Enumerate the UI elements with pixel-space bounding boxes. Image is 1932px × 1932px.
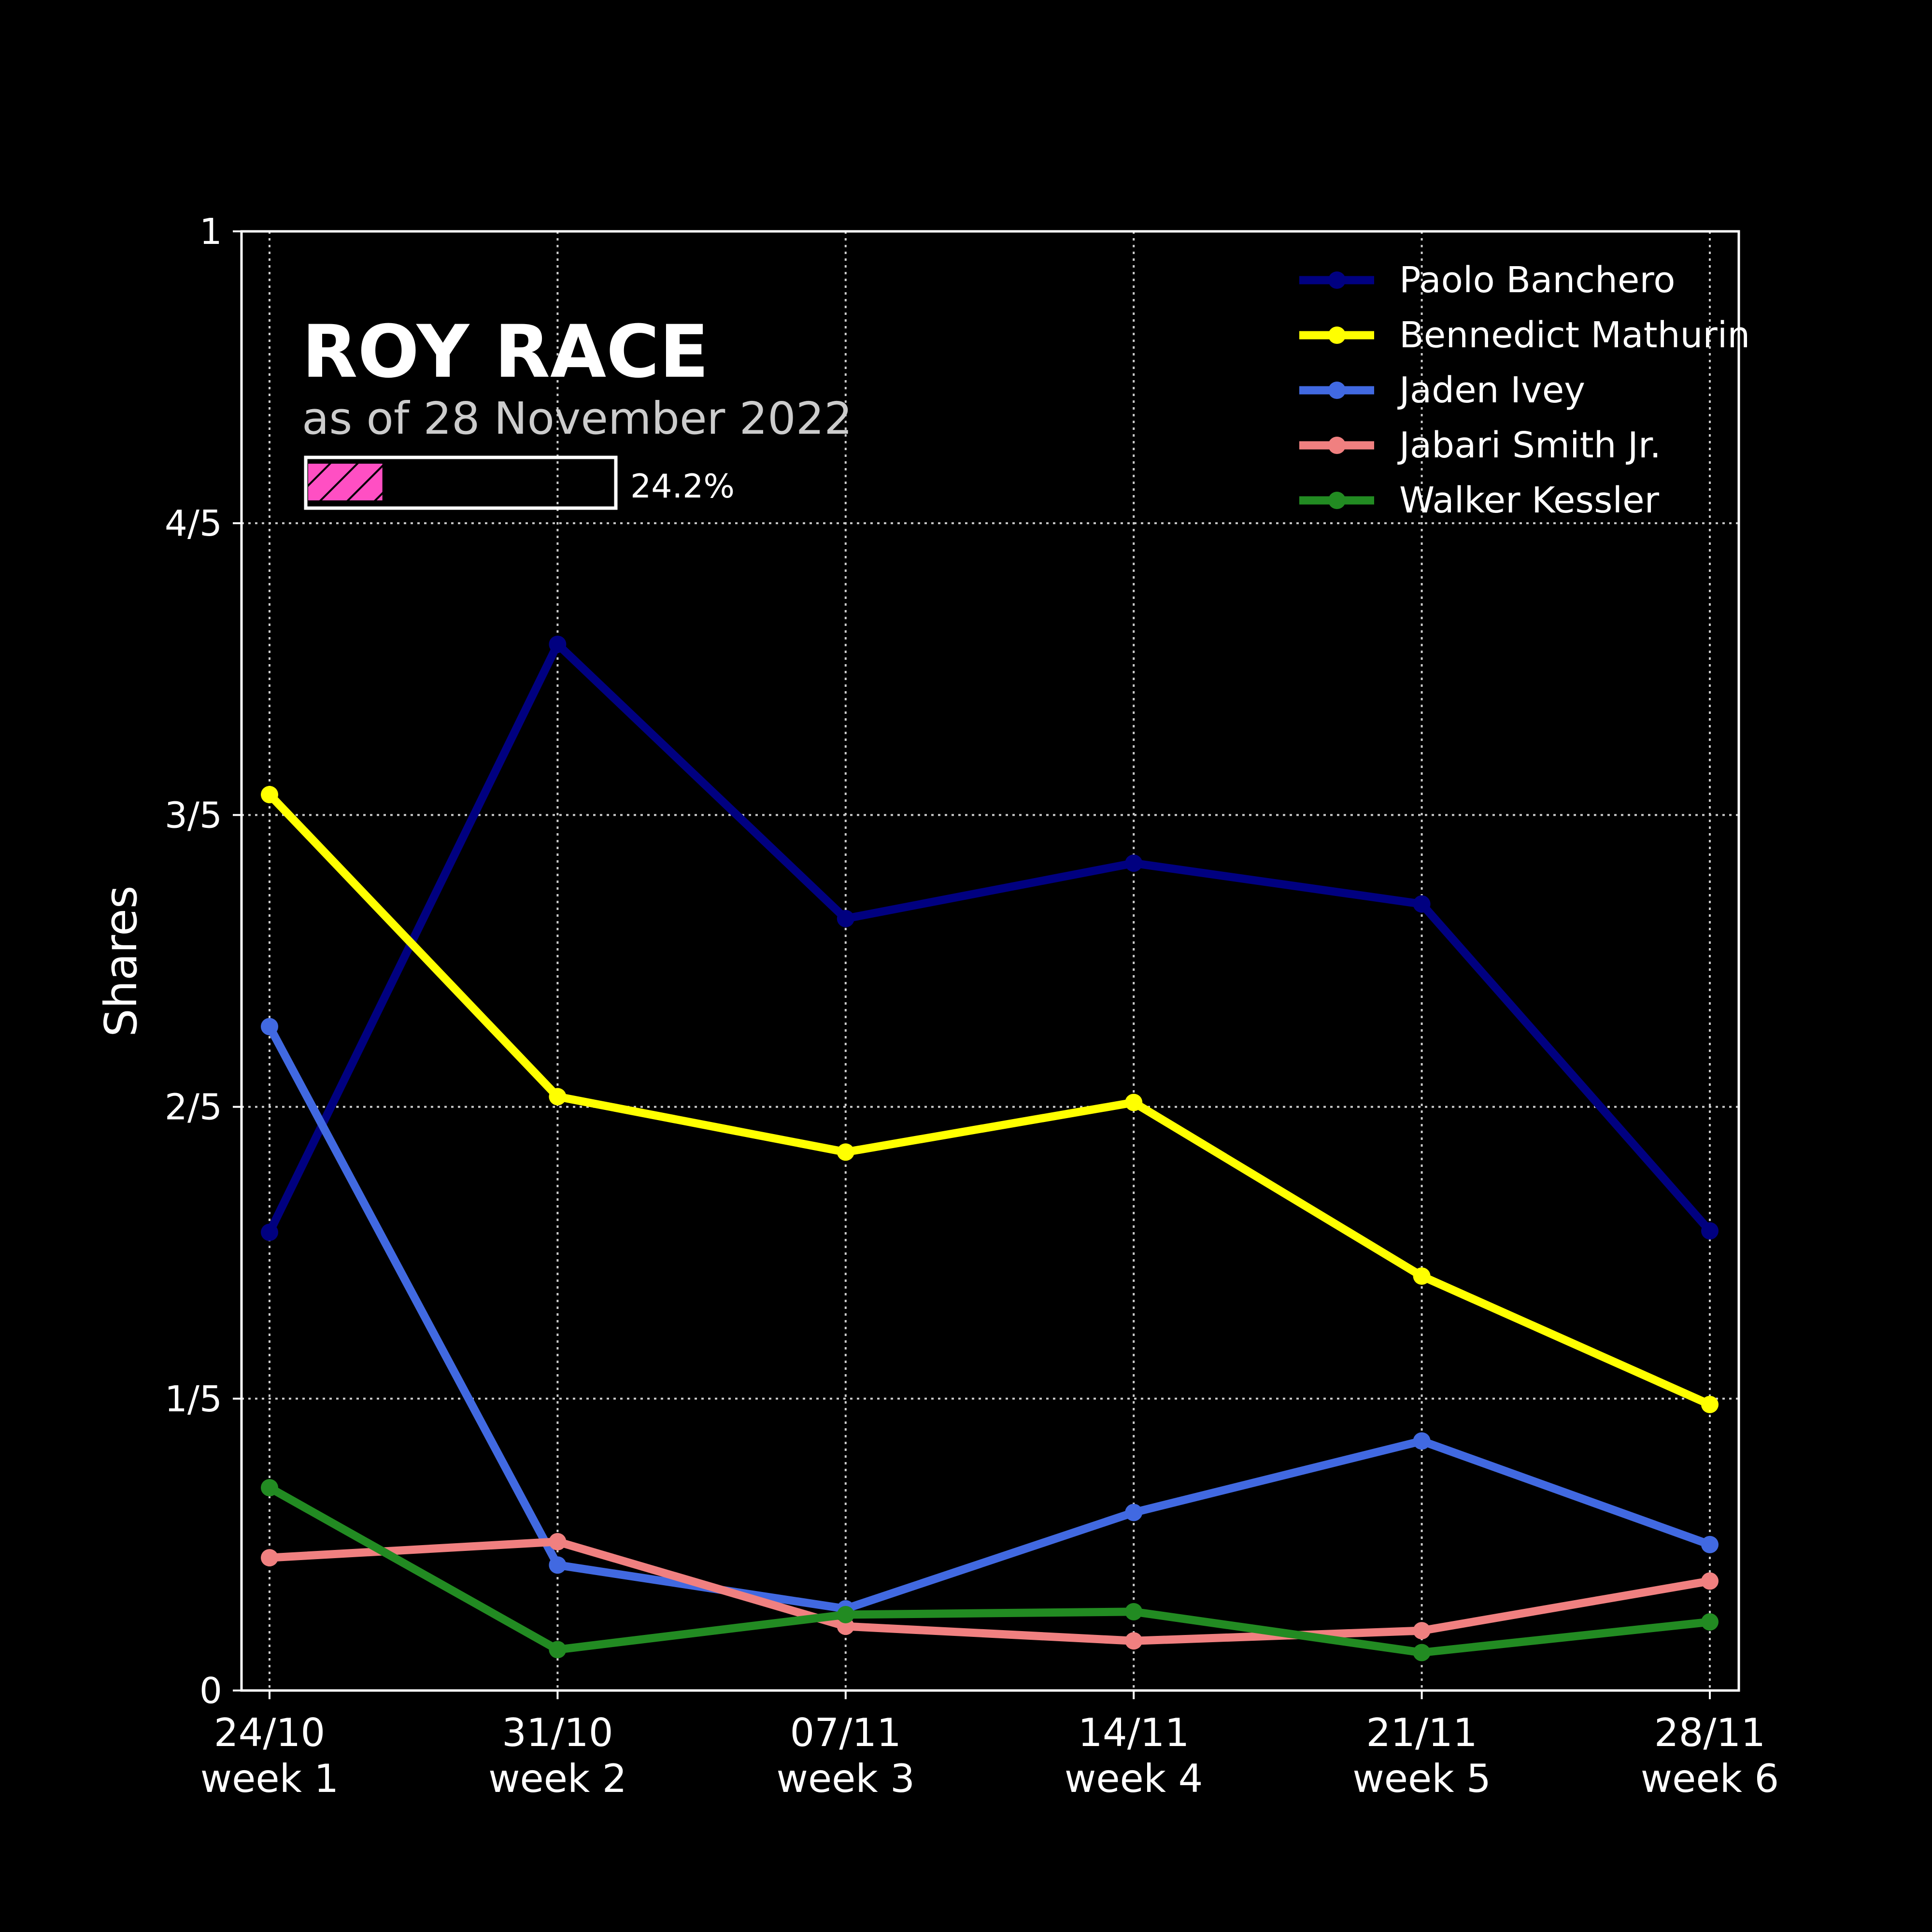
legend-item: Bennedict Mathurin <box>1299 314 1750 356</box>
data-point-bennedict-mathurin <box>549 1088 567 1106</box>
y-tick-label: 1/5 <box>165 1378 222 1420</box>
series-bennedict-mathurin <box>261 786 1719 1413</box>
series-walker-kessler <box>261 1479 1719 1662</box>
y-axis-ticks: 0 1/5 2/5 3/5 4/5 1 <box>165 211 242 1712</box>
progress-bar-fill <box>308 464 383 500</box>
legend-item: Jabari Smith Jr. <box>1299 425 1661 466</box>
progress-label: 24.2% <box>630 468 735 506</box>
legend-swatch-marker <box>1328 382 1346 399</box>
data-point-jaden-ivey <box>549 1556 567 1574</box>
y-tick-label: 0 <box>199 1670 222 1712</box>
x-tick-week-label: week 1 <box>200 1756 339 1801</box>
legend-item: Jaden Ivey <box>1299 369 1585 411</box>
legend-swatch-marker <box>1328 492 1346 509</box>
data-point-jaden-ivey <box>1701 1535 1719 1553</box>
series-line-jaden-ivey <box>265 1022 1714 1613</box>
series-line-bennedict-mathurin <box>265 790 1714 1409</box>
x-tick-date-label: 21/11 <box>1366 1710 1477 1755</box>
legend-swatch-marker <box>1328 437 1346 454</box>
x-tick-date-label: 14/11 <box>1078 1710 1190 1755</box>
x-tick-week-label: week 6 <box>1641 1756 1779 1801</box>
legend-label: Jabari Smith Jr. <box>1397 425 1661 466</box>
data-point-jaden-ivey <box>1125 1504 1143 1521</box>
data-point-jaden-ivey <box>261 1018 278 1036</box>
y-tick-label: 1 <box>199 211 222 253</box>
data-point-paolo-banchero <box>261 1223 278 1241</box>
legend-item: Walker Kessler <box>1299 480 1660 521</box>
x-tick-week-label: week 3 <box>777 1756 915 1801</box>
y-tick-label: 4/5 <box>165 503 222 544</box>
legend-label: Bennedict Mathurin <box>1399 314 1750 356</box>
series-line-jabari-smith-jr <box>265 1537 1714 1645</box>
data-point-paolo-banchero <box>1125 854 1143 872</box>
data-point-jabari-smith-jr <box>1125 1632 1143 1650</box>
data-point-bennedict-mathurin <box>1701 1395 1719 1413</box>
series-paolo-banchero <box>261 635 1719 1241</box>
data-point-walker-kessler <box>549 1641 567 1659</box>
chart-title: ROY RACE <box>302 310 709 394</box>
x-tick-date-label: 28/11 <box>1654 1710 1766 1755</box>
x-tick-week-label: week 5 <box>1352 1756 1491 1801</box>
data-point-paolo-banchero <box>837 909 854 927</box>
data-point-bennedict-mathurin <box>1413 1267 1431 1285</box>
data-point-paolo-banchero <box>1413 895 1431 913</box>
progress-bar-track <box>304 455 618 510</box>
data-point-jaden-ivey <box>1413 1432 1431 1450</box>
data-point-bennedict-mathurin <box>1125 1094 1143 1111</box>
data-point-walker-kessler <box>1701 1613 1719 1631</box>
legend-swatch-marker <box>1328 327 1346 344</box>
legend-label: Walker Kessler <box>1399 480 1660 521</box>
data-point-walker-kessler <box>261 1479 278 1497</box>
series-jaden-ivey <box>261 1018 1719 1618</box>
data-point-walker-kessler <box>1125 1603 1143 1620</box>
series-line-paolo-banchero <box>265 640 1714 1236</box>
x-tick-week-label: week 4 <box>1065 1756 1203 1801</box>
data-point-jabari-smith-jr <box>261 1549 278 1567</box>
x-tick-week-label: week 2 <box>488 1756 627 1801</box>
legend-label: Jaden Ivey <box>1397 369 1585 411</box>
y-tick-label: 2/5 <box>165 1087 222 1128</box>
x-tick-date-label: 07/11 <box>790 1710 902 1755</box>
chart-subtitle: as of 28 November 2022 <box>302 393 852 444</box>
legend: Paolo Banchero Bennedict Mathurin Jaden Iv… <box>1299 259 1750 521</box>
data-point-jabari-smith-jr <box>549 1533 567 1550</box>
data-point-paolo-banchero <box>549 635 567 653</box>
legend-swatch-marker <box>1328 271 1346 289</box>
series-line-walker-kessler <box>265 1483 1714 1657</box>
x-tick-date-label: 24/10 <box>214 1710 326 1755</box>
data-point-bennedict-mathurin <box>261 786 278 804</box>
data-point-bennedict-mathurin <box>837 1143 854 1161</box>
legend-label: Paolo Banchero <box>1399 259 1675 301</box>
plot-frame <box>240 230 1740 1692</box>
progress-bar: 24.2% <box>304 455 735 510</box>
data-point-walker-kessler <box>1413 1644 1431 1662</box>
legend-item: Paolo Banchero <box>1299 259 1675 301</box>
data-point-walker-kessler <box>837 1605 854 1623</box>
series-jabari-smith-jr <box>261 1533 1719 1650</box>
data-point-jabari-smith-jr <box>1701 1572 1719 1590</box>
data-point-paolo-banchero <box>1701 1222 1719 1240</box>
data-point-jabari-smith-jr <box>1413 1622 1431 1640</box>
y-tick-label: 3/5 <box>165 795 222 836</box>
x-tick-date-label: 31/10 <box>502 1710 613 1755</box>
series-layer <box>261 635 1719 1662</box>
y-axis-label: Shares <box>95 885 147 1037</box>
